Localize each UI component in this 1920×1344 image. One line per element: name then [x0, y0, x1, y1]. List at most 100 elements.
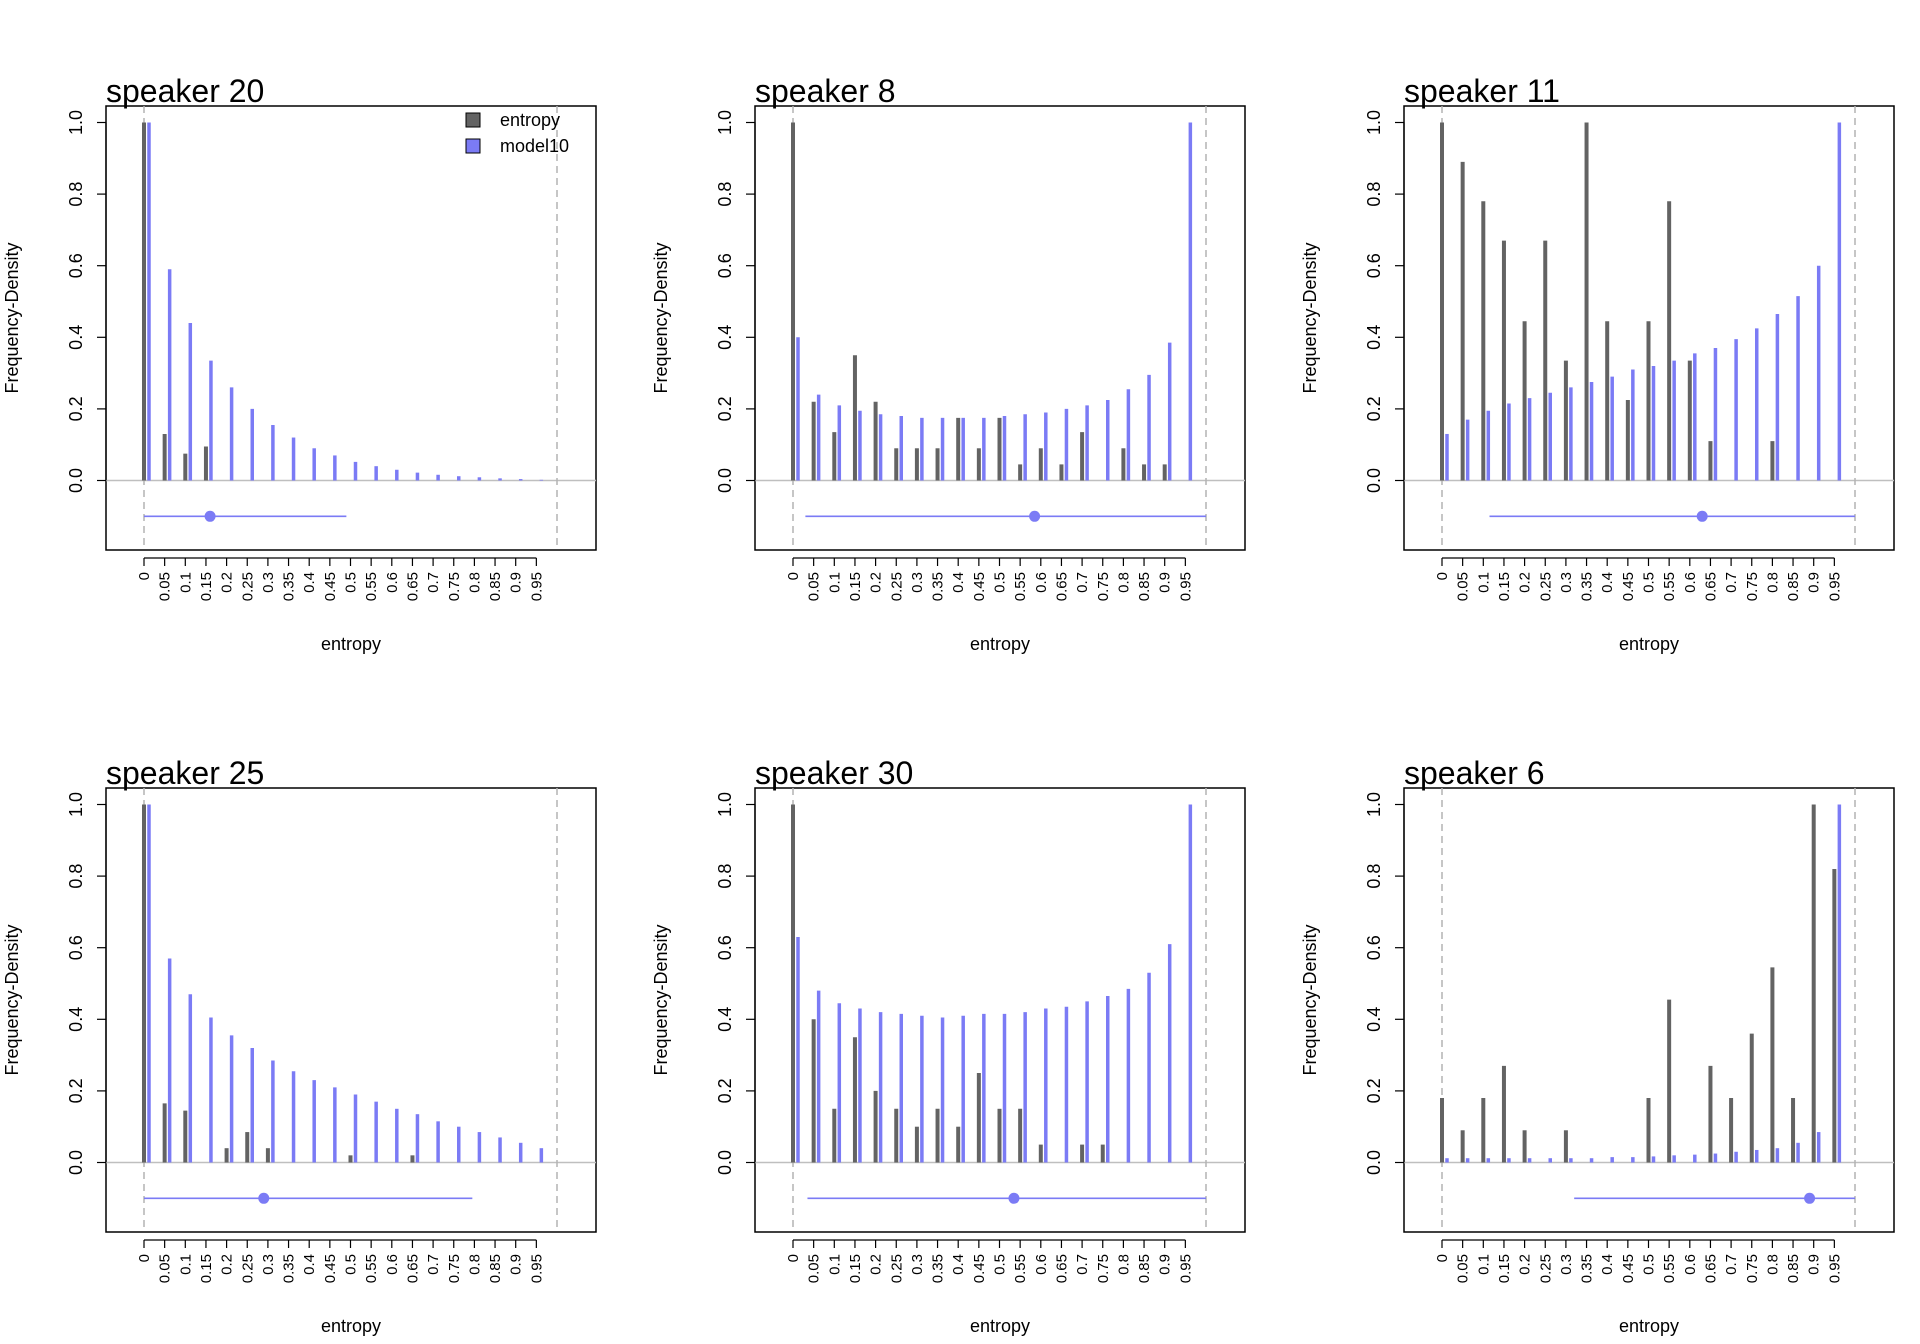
x-tick-label: 0.45 — [322, 1254, 339, 1283]
x-tick-label: 0.75 — [446, 1254, 463, 1283]
x-tick-label: 0.25 — [239, 572, 256, 601]
x-tick-label: 0 — [1434, 1254, 1451, 1262]
plot-frame — [754, 105, 1246, 551]
y-tick-label: 0.6 — [66, 935, 86, 960]
x-tick-label: 0.7 — [1723, 572, 1740, 593]
model-interval-point — [1029, 510, 1041, 522]
x-axis-label: entropy — [321, 634, 381, 654]
model-interval-point — [258, 1192, 270, 1204]
x-tick-label: 0.1 — [177, 572, 194, 593]
panel-1: speaker 20 0.0 0.2 0.4 0.6 0.8 1.0 Frequency-De… — [2, 73, 597, 654]
y-tick-label: 0.2 — [1364, 396, 1384, 421]
x-axis-label: entropy — [970, 634, 1030, 654]
model-interval-point — [1804, 1192, 1816, 1204]
x-tick-label: 0.1 — [177, 1254, 194, 1275]
panel-6: speaker 6 0.0 0.2 0.4 0.6 0.8 1.0 Frequency-Den… — [1300, 755, 1895, 1336]
x-tick-label: 0.4 — [1599, 1254, 1616, 1275]
panel-4: speaker 25 0.0 0.2 0.4 0.6 0.8 1.0 Frequency-De… — [2, 755, 597, 1336]
x-tick-label: 0.75 — [1095, 572, 1112, 601]
model-interval-point — [1696, 510, 1708, 522]
y-tick-label: 1.0 — [66, 110, 86, 135]
x-tick-label: 0.55 — [1661, 572, 1678, 601]
x-tick-label: 0.95 — [1826, 572, 1843, 601]
x-tick-label: 0.95 — [1826, 1254, 1843, 1283]
x-tick-label: 0.65 — [1702, 1254, 1719, 1283]
x-tick-label: 0.25 — [239, 1254, 256, 1283]
legend: entropy model10 — [465, 110, 569, 156]
x-tick-label: 0.3 — [909, 572, 926, 593]
x-tick-label: 0.5 — [992, 572, 1009, 593]
x-tick-label: 0.5 — [343, 1254, 360, 1275]
x-tick-label: 0.9 — [1806, 1254, 1823, 1275]
plot-frame — [105, 105, 597, 551]
y-tick-label: 0.8 — [715, 182, 735, 207]
x-tick-label: 0.4 — [301, 1254, 318, 1275]
x-tick-label: 0.15 — [198, 572, 215, 601]
x-tick-label: 0.85 — [1785, 572, 1802, 601]
x-tick-label: 0.05 — [157, 1254, 174, 1283]
x-tick-label: 0.3 — [1558, 1254, 1575, 1275]
panel-3: speaker 11 0.0 0.2 0.4 0.6 0.8 1.0 Frequency-De… — [1300, 73, 1895, 654]
y-tick-label: 0.6 — [715, 935, 735, 960]
x-tick-label: 0.05 — [157, 572, 174, 601]
x-tick-label: 0.9 — [508, 572, 525, 593]
y-tick-label: 0.0 — [1364, 1150, 1384, 1175]
x-axis-label: entropy — [321, 1316, 381, 1336]
y-tick-label: 0.2 — [715, 396, 735, 421]
y-tick-label: 1.0 — [66, 792, 86, 817]
y-tick-label: 0.4 — [1364, 325, 1384, 350]
y-tick-label: 0.4 — [66, 1007, 86, 1032]
x-tick-label: 0.1 — [1475, 1254, 1492, 1275]
x-tick-label: 0.8 — [466, 572, 483, 593]
x-tick-label: 0.35 — [1579, 1254, 1596, 1283]
y-axis-label: Frequency-Density — [1300, 924, 1320, 1075]
x-tick-label: 0.5 — [1641, 572, 1658, 593]
x-tick-label: 0.2 — [868, 572, 885, 593]
y-tick-label: 1.0 — [1364, 792, 1384, 817]
x-tick-label: 0.4 — [950, 1254, 967, 1275]
x-tick-label: 0.75 — [1744, 572, 1761, 601]
x-tick-label: 0.8 — [1115, 1254, 1132, 1275]
plot-frame — [105, 787, 597, 1233]
panel-title: speaker 8 — [755, 73, 896, 109]
panel-5: speaker 30 0.0 0.2 0.4 0.6 0.8 1.0 Frequency-De… — [651, 755, 1246, 1336]
x-tick-label: 0.8 — [1115, 572, 1132, 593]
x-tick-label: 0 — [1434, 572, 1451, 580]
x-tick-label: 0.85 — [1136, 572, 1153, 601]
y-tick-label: 0.6 — [1364, 935, 1384, 960]
y-tick-label: 0.6 — [1364, 253, 1384, 278]
x-tick-label: 0.2 — [219, 1254, 236, 1275]
legend-label: model10 — [500, 136, 569, 156]
x-tick-label: 0.85 — [487, 572, 504, 601]
y-tick-label: 0.8 — [1364, 182, 1384, 207]
x-tick-label: 0.6 — [1033, 1254, 1050, 1275]
y-tick-label: 0.2 — [1364, 1078, 1384, 1103]
y-tick-label: 1.0 — [715, 792, 735, 817]
y-tick-label: 0.4 — [1364, 1007, 1384, 1032]
y-tick-label: 0.2 — [66, 396, 86, 421]
x-tick-label: 0.65 — [1053, 1254, 1070, 1283]
x-tick-label: 0.35 — [281, 1254, 298, 1283]
x-tick-label: 0.95 — [528, 572, 545, 601]
x-tick-label: 0.7 — [1074, 1254, 1091, 1275]
y-axis-label: Frequency-Density — [2, 924, 22, 1075]
x-tick-label: 0.7 — [1074, 572, 1091, 593]
y-tick-label: 0.0 — [1364, 468, 1384, 493]
x-tick-label: 0.8 — [1764, 1254, 1781, 1275]
x-tick-label: 0.45 — [971, 572, 988, 601]
x-tick-label: 0.65 — [1053, 572, 1070, 601]
y-tick-label: 0.8 — [1364, 864, 1384, 889]
x-tick-label: 0 — [785, 572, 802, 580]
x-tick-label: 0.8 — [466, 1254, 483, 1275]
x-tick-label: 0.05 — [806, 1254, 823, 1283]
x-tick-label: 0.1 — [1475, 572, 1492, 593]
x-tick-label: 0.5 — [992, 1254, 1009, 1275]
x-tick-label: 0 — [136, 572, 153, 580]
panel-title: speaker 25 — [106, 755, 264, 791]
legend-swatch-model10 — [465, 138, 481, 154]
legend-swatch-entropy — [465, 112, 481, 128]
x-tick-label: 0.75 — [446, 572, 463, 601]
x-tick-label: 0.5 — [1641, 1254, 1658, 1275]
x-tick-label: 0.25 — [888, 572, 905, 601]
